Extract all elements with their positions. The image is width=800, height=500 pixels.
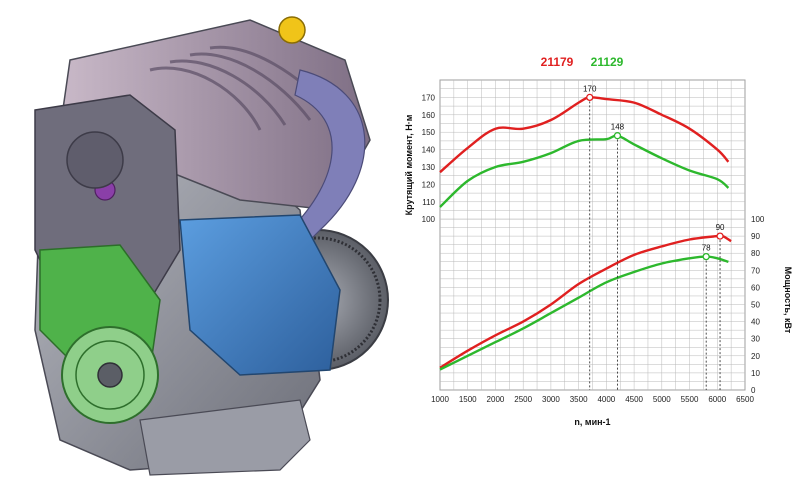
power-tick-label: 10	[751, 369, 760, 378]
series-line-21129-torque	[439, 134, 730, 208]
torque-tick-label: 100	[422, 215, 436, 224]
x-tick-label: 2500	[514, 395, 532, 404]
x-tick-label: 1000	[431, 395, 449, 404]
crank-pulley	[61, 326, 159, 424]
engine-illustration	[34, 16, 389, 476]
torque-tick-label: 150	[422, 128, 436, 137]
camshaft-pulley	[66, 131, 124, 189]
peak-value-label: 170	[583, 84, 597, 93]
oil-cap	[278, 16, 306, 44]
power-tick-label: 20	[751, 352, 760, 361]
torque-tick-label: 130	[422, 163, 436, 172]
peak-marker	[716, 232, 724, 240]
power-tick-label: 0	[751, 386, 756, 395]
x-tick-label: 2000	[487, 395, 505, 404]
power-tick-label: 60	[751, 283, 760, 292]
x-tick-label: 5000	[653, 395, 671, 404]
torque-tick-label: 160	[422, 111, 436, 120]
chart-grid	[439, 79, 746, 391]
peak-marker	[586, 93, 594, 102]
torque-tick-label: 140	[422, 146, 436, 155]
x-tick-label: 1500	[459, 395, 477, 404]
side-parts-blue	[179, 214, 341, 376]
oil-sump	[139, 399, 311, 476]
power-tick-label: 30	[751, 335, 760, 344]
x-tick-label: 5500	[681, 395, 699, 404]
legend-label: 21179	[541, 55, 574, 69]
power-tick-label: 80	[751, 249, 760, 258]
power-axis-title: Мощность, кВт	[783, 267, 793, 334]
peak-marker	[613, 132, 622, 140]
peak-marker	[702, 252, 710, 261]
torque-tick-label: 170	[422, 93, 436, 102]
chart-axes: 1000 1500 2000 2500 3000 3500 4000 4500 5000 5500…	[422, 93, 765, 404]
power-torque-chart: 1000 1500 2000 2500 3000 3500 4000 4500 5000 5500…	[404, 55, 793, 427]
chart-text: n, мин-1 Крутящий момент, Н·м Мощность, кВ…	[404, 55, 793, 427]
x-axis-title: n, мин-1	[574, 417, 610, 427]
peak-value-label: 148	[611, 123, 625, 132]
chart-annotations: 170 148 90 78	[583, 84, 725, 390]
torque-tick-label: 110	[422, 198, 435, 207]
x-tick-label: 3500	[570, 395, 588, 404]
legend-label: 21129	[591, 55, 624, 69]
torque-axis-title: Крутящий момент, Н·м	[404, 114, 414, 215]
power-tick-label: 100	[751, 215, 765, 224]
x-tick-label: 3000	[542, 395, 560, 404]
power-tick-label: 90	[751, 232, 760, 241]
torque-tick-label: 120	[422, 180, 436, 189]
x-tick-label: 6500	[736, 395, 754, 404]
power-tick-label: 50	[751, 301, 760, 310]
power-tick-label: 40	[751, 318, 760, 327]
power-tick-label: 70	[751, 266, 760, 275]
x-tick-label: 4000	[597, 395, 615, 404]
peak-value-label: 90	[716, 223, 725, 232]
peak-value-label: 78	[702, 244, 711, 253]
x-tick-label: 6000	[708, 395, 726, 404]
x-tick-label: 4500	[625, 395, 643, 404]
